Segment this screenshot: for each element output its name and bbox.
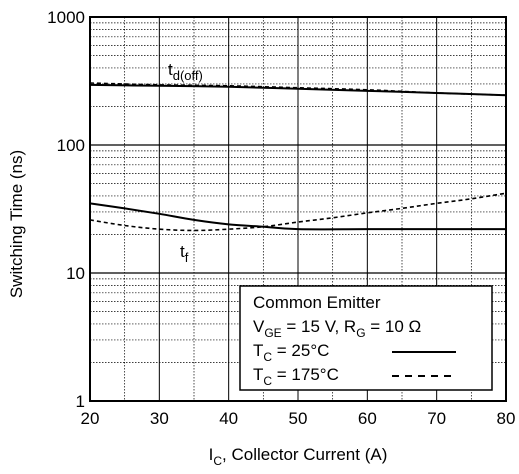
legend-box [239, 285, 493, 391]
x-tick-label: 80 [497, 409, 516, 428]
tf-label: tf [180, 242, 189, 265]
legend-entry-25c: TC = 25°C [253, 341, 329, 364]
legend-entry-175c: TC = 175°C [253, 365, 339, 388]
x-tick-label: 50 [289, 409, 308, 428]
x-axis-label: IC, Collector Current (A) [209, 445, 388, 468]
series-lines [89, 82, 507, 232]
legend-conditions: VGE = 15 V, RG = 10 Ω [253, 317, 421, 340]
series-td-off-dashed [89, 82, 507, 96]
x-tick-label: 20 [81, 409, 100, 428]
y-tick-label: 1000 [47, 8, 85, 27]
legend: Common Emitter VGE = 15 V, RG = 10 Ω TC … [239, 285, 493, 391]
legend-title: Common Emitter [253, 293, 381, 312]
y-tick-label: 100 [57, 136, 85, 155]
td-off-label: td(off) [168, 60, 203, 83]
y-axis-label: Switching Time (ns) [7, 150, 26, 298]
x-tick-label: 60 [358, 409, 377, 428]
y-tick-label: 1 [76, 392, 85, 411]
series-tf-solid [89, 202, 506, 231]
plot-frame [89, 16, 507, 402]
x-tick-label: 40 [219, 409, 238, 428]
tick-labels: 20 30 40 50 60 70 80 1 10 100 1000 [47, 8, 515, 428]
y-tick-label: 10 [66, 264, 85, 283]
x-tick-label: 70 [427, 409, 446, 428]
x-tick-label: 30 [150, 409, 169, 428]
